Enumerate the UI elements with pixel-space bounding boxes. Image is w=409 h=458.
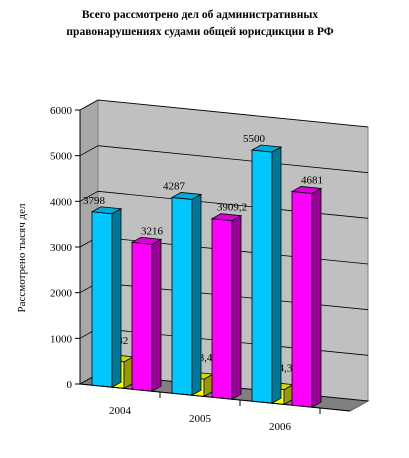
- data-label: 4681: [301, 174, 323, 186]
- y-tick-label: 0: [67, 379, 73, 391]
- y-axis-label: Рассмотрено тысяч дел: [16, 203, 28, 312]
- x-axis: [79, 383, 351, 412]
- bar-2004-s0: [91, 211, 113, 388]
- bar-2006-s0: [251, 149, 273, 404]
- bar-2004-s2-top: [130, 236, 163, 245]
- x-tick-label: 2006: [269, 421, 292, 433]
- y-tick-label: 4000: [50, 196, 73, 208]
- data-label: 3798: [83, 195, 106, 207]
- bar-2005-s0-side: [191, 193, 202, 396]
- chart-title-line-2: правонарушениях судами общей юрисдикции …: [66, 26, 334, 38]
- bar-2005-s0: [171, 196, 193, 396]
- bar-2006-s2-top: [290, 186, 323, 194]
- y-tick-label: 6000: [50, 105, 73, 117]
- data-label: 3216: [141, 225, 164, 237]
- x-tick-label: 2004: [109, 405, 132, 417]
- bar-2005-s2-top: [210, 213, 243, 222]
- bar-2006-s2: [291, 190, 313, 408]
- y-tick-label: 2000: [50, 288, 73, 300]
- bar-2006-s0-top: [250, 144, 283, 153]
- bar-2005-s0-top: [170, 192, 203, 200]
- y-tick-label: 5000: [50, 151, 73, 163]
- bar-2004-s0-side: [111, 208, 122, 388]
- gridline: [79, 99, 369, 128]
- y-tick-label: 3000: [50, 242, 73, 254]
- bar-2006-s2-side: [311, 187, 322, 408]
- bar-2004-s2: [131, 241, 153, 392]
- data-label: 5500: [243, 133, 266, 145]
- bar-2004-s2-side: [151, 238, 162, 392]
- bar-2005-s2-side: [231, 215, 242, 400]
- chart-title-line-1: Всего рассмотрено дел об административны…: [81, 9, 319, 21]
- y-tick-label: 1000: [50, 333, 73, 345]
- x-tick-label: 2005: [189, 413, 212, 425]
- data-label: 3909,2: [217, 202, 247, 214]
- bar-2005-s2: [211, 218, 233, 400]
- bar-2004-s0-top: [90, 206, 123, 215]
- bar-2006-s0-side: [271, 146, 282, 404]
- data-label: 4287: [163, 180, 186, 192]
